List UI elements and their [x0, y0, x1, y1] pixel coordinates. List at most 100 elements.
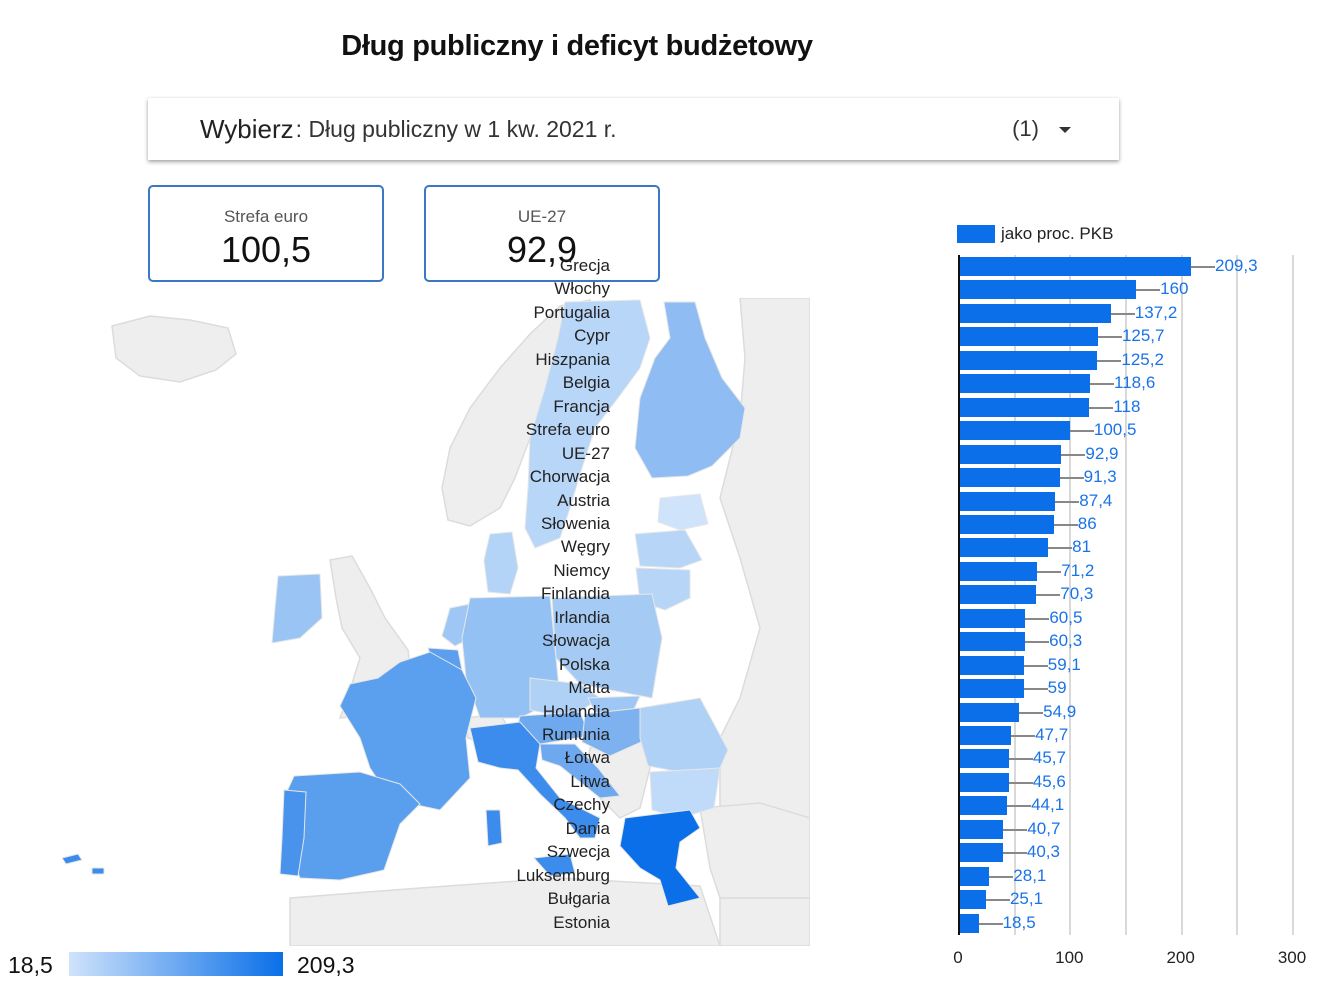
bar[interactable] [960, 679, 1024, 699]
bar[interactable] [960, 608, 1026, 628]
gridline [1180, 255, 1183, 935]
label-leader-line [1023, 664, 1048, 667]
bar[interactable] [960, 655, 1024, 675]
x-tick-label: 300 [1277, 948, 1307, 967]
x-tick-label: 0 [953, 948, 963, 967]
category-label: Chorwacja [529, 467, 610, 487]
bar[interactable] [960, 538, 1049, 558]
bar[interactable] [960, 491, 1056, 511]
category-label: Dania [565, 818, 610, 838]
label-leader-line [1089, 406, 1114, 409]
bar[interactable] [960, 772, 1009, 792]
bar[interactable] [960, 350, 1098, 370]
category-label: Portugalia [533, 302, 610, 322]
value-label: 86 [1077, 513, 1097, 533]
europe-choropleth-map[interactable] [0, 298, 810, 946]
category-label: Grecja [559, 256, 610, 275]
bar[interactable] [960, 444, 1062, 464]
bar[interactable] [960, 749, 1009, 769]
bar[interactable] [960, 890, 986, 910]
bar[interactable] [960, 303, 1111, 323]
value-label: 54,9 [1043, 701, 1077, 721]
label-leader-line [1025, 641, 1050, 644]
label-leader-line [1055, 500, 1080, 503]
scale-gradient-bar [69, 952, 283, 976]
category-label: Francja [553, 396, 610, 416]
label-leader-line [1011, 735, 1036, 737]
label-leader-line [1025, 617, 1050, 620]
page-title: Dług publiczny i deficyt budżetowy [341, 30, 813, 62]
label-leader-line [1191, 266, 1216, 268]
bar[interactable] [960, 257, 1192, 276]
bar[interactable] [960, 796, 1008, 816]
value-label: 125,7 [1121, 326, 1165, 346]
category-label: Belgia [562, 373, 610, 393]
label-leader-line [1008, 781, 1033, 784]
category-label: Bułgaria [547, 889, 610, 909]
value-label: 40,3 [1026, 842, 1060, 862]
bar[interactable] [960, 280, 1137, 300]
label-leader-line [1036, 594, 1061, 597]
bar[interactable] [960, 514, 1054, 534]
value-label: 92,9 [1085, 443, 1119, 463]
category-label: Węgry [560, 537, 610, 557]
label-leader-line [1023, 688, 1048, 691]
label-leader-line [1003, 828, 1028, 831]
bar[interactable] [960, 585, 1037, 605]
gridline [1069, 255, 1072, 935]
bar[interactable] [960, 726, 1012, 745]
bar[interactable] [960, 374, 1091, 394]
label-leader-line [1061, 453, 1086, 456]
label-leader-line [1053, 523, 1078, 526]
bar[interactable] [960, 913, 979, 933]
category-label: Słowenia [541, 513, 610, 533]
bar[interactable] [960, 843, 1003, 863]
kpi-value: 100,5 [220, 229, 312, 270]
category-label: Czechy [553, 795, 610, 815]
bar[interactable] [960, 702, 1020, 722]
bar[interactable] [960, 632, 1026, 652]
selection-count: (1) [1012, 116, 1039, 141]
category-label: Luksemburg [516, 865, 610, 885]
label-leader-line [1002, 852, 1027, 855]
label-leader-line [1007, 805, 1032, 808]
bar[interactable] [960, 397, 1090, 417]
value-label: 81 [1072, 537, 1092, 557]
dropdown-caret-icon[interactable] [1059, 127, 1071, 133]
bar[interactable] [960, 468, 1060, 488]
label-leader-line [1048, 547, 1073, 550]
value-label: 59 [1047, 678, 1067, 698]
value-label: 47,7 [1035, 725, 1069, 744]
value-label: 160 [1160, 279, 1189, 299]
metric-selector-dropdown[interactable]: Wybierz : Dług publiczny w 1 kw. 2021 r.… [148, 98, 1119, 160]
category-label: Polska [558, 654, 610, 674]
selector-label: Wybierz [200, 113, 294, 144]
legend-label: jako proc. PKB [1001, 224, 1114, 243]
value-label: 44,1 [1031, 795, 1065, 815]
selector-value: : Dług publiczny w 1 kw. 2021 r. [295, 115, 617, 142]
category-label: Finlandia [541, 584, 610, 604]
gridline [1236, 255, 1239, 935]
value-label: 40,7 [1027, 818, 1061, 838]
value-label: 91,3 [1083, 467, 1117, 487]
category-label: Rumunia [541, 725, 610, 744]
category-label: Strefa euro [525, 420, 610, 440]
kpi-card-eu27: UE-27 92,9 [424, 185, 660, 282]
kpi-card-euro-area: Strefa euro 100,5 [148, 185, 384, 282]
label-leader-line [978, 922, 1003, 925]
bar[interactable] [960, 421, 1070, 441]
x-tick-label: 100 [1055, 948, 1084, 967]
value-label: 60,5 [1049, 607, 1083, 627]
label-leader-line [1059, 477, 1084, 480]
category-label: Włochy [554, 279, 610, 299]
map-color-scale-legend: 18,5 209,3 [0, 948, 400, 988]
category-label: Irlandia [554, 607, 610, 627]
value-label: 45,6 [1032, 771, 1066, 791]
category-label: Litwa [570, 771, 610, 791]
bar[interactable] [960, 327, 1098, 347]
bar[interactable] [960, 866, 990, 886]
value-label: 60,3 [1049, 631, 1083, 651]
bar[interactable] [960, 819, 1004, 839]
value-label: 209,3 [1215, 256, 1258, 275]
bar[interactable] [960, 561, 1038, 581]
